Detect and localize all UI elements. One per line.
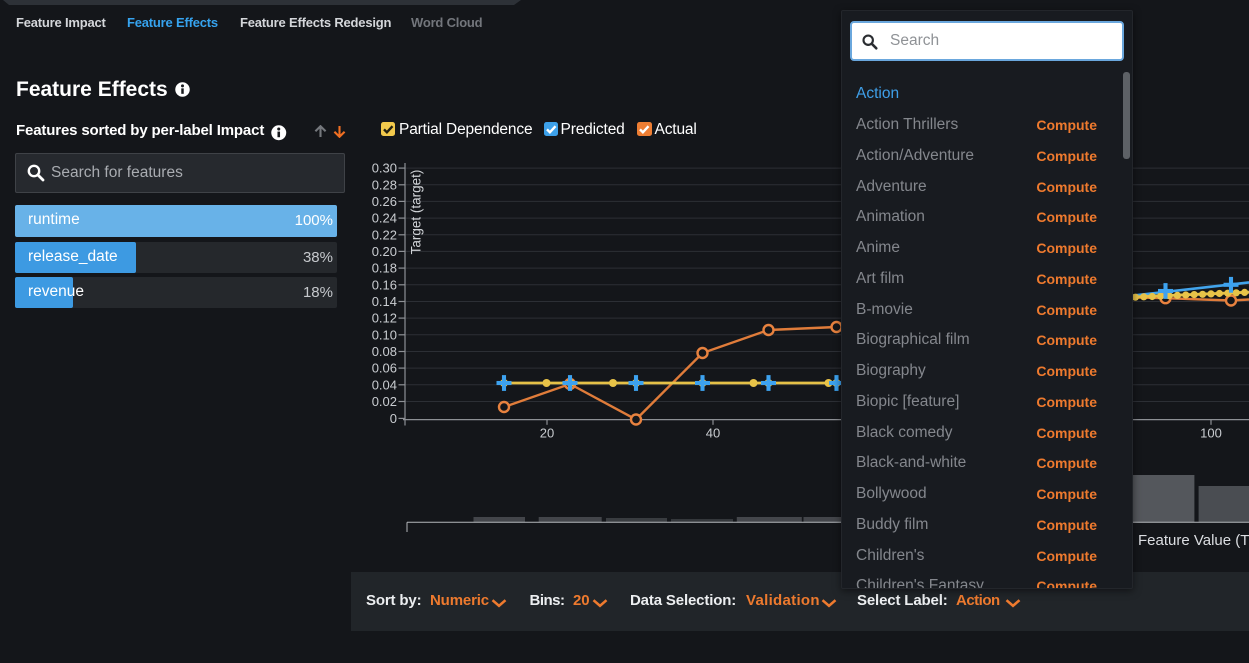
svg-text:0.08: 0.08 (372, 344, 397, 359)
svg-text:0.10: 0.10 (372, 327, 397, 342)
svg-text:0.20: 0.20 (372, 244, 397, 259)
svg-text:0: 0 (390, 411, 397, 426)
svg-text:0.24: 0.24 (372, 211, 397, 226)
svg-text:0.16: 0.16 (372, 277, 397, 292)
svg-text:0.26: 0.26 (372, 194, 397, 209)
svg-text:20: 20 (540, 426, 554, 441)
svg-text:0.18: 0.18 (372, 261, 397, 276)
svg-text:Target (target): Target (target) (409, 170, 424, 255)
svg-text:0.12: 0.12 (372, 311, 397, 326)
svg-text:0.22: 0.22 (372, 227, 397, 242)
svg-text:100: 100 (1200, 426, 1222, 441)
svg-text:40: 40 (706, 426, 720, 441)
svg-text:0.02: 0.02 (372, 394, 397, 409)
svg-text:0.28: 0.28 (372, 177, 397, 192)
svg-text:0.04: 0.04 (372, 377, 397, 392)
svg-text:0.30: 0.30 (372, 161, 397, 176)
svg-text:0.06: 0.06 (372, 361, 397, 376)
svg-text:0.14: 0.14 (372, 294, 397, 309)
